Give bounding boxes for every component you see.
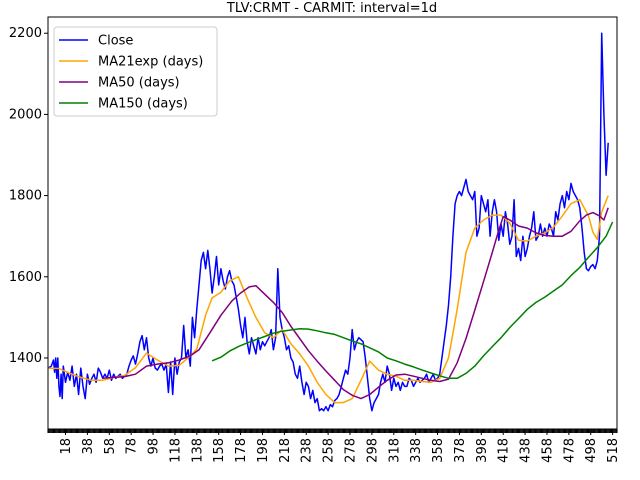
- plot-lines: [47, 32, 614, 412]
- x-tick-label: 338: [409, 438, 424, 463]
- legend-label-close: Close: [98, 34, 133, 49]
- x-tick-label: 418: [497, 438, 512, 463]
- legend-label-ma150-days: MA150 (days): [98, 97, 188, 112]
- y-tick-label: 2000: [9, 107, 42, 122]
- y-tick-label: 1400: [9, 351, 42, 366]
- x-tick-label: 498: [584, 438, 599, 463]
- x-tick-label: 478: [562, 438, 577, 463]
- x-tick-label: 198: [256, 438, 271, 463]
- x-tick-label: 138: [190, 438, 205, 463]
- legend: Close MA21exp (days) MA50 (days) MA150 (day…: [53, 26, 218, 117]
- chart-title: TLV:CRMT - CARMIT: interval=1d: [226, 1, 437, 16]
- x-tick-label: 258: [322, 438, 337, 463]
- x-tick-label: 278: [344, 438, 359, 463]
- x-tick-label: 358: [431, 438, 446, 463]
- x-tick-label: 318: [387, 438, 402, 463]
- x-tick-label: 78: [125, 438, 140, 455]
- x-tick-label: 238: [300, 438, 315, 463]
- x-tick-label: 18: [59, 438, 74, 455]
- legend-label-ma21exp-days: MA21exp (days): [98, 55, 203, 70]
- legend-label-ma50-days: MA50 (days): [98, 76, 180, 91]
- x-tick-label: 158: [212, 438, 227, 463]
- y-tick-label: 1800: [9, 189, 42, 204]
- x-tick-label: 378: [453, 438, 468, 463]
- x-tick-label: 118: [168, 438, 183, 463]
- x-tick-label: 298: [365, 438, 380, 463]
- x-tick-label: 38: [81, 438, 96, 455]
- x-tick-label: 438: [519, 438, 534, 463]
- x-tick-label: 458: [540, 438, 555, 463]
- x-axis: 18 38 58 78 98 118 138 158 178 198 218 238 258 278 298…: [47, 429, 621, 463]
- x-tick-label: 518: [606, 438, 621, 463]
- x-tick-label: 98: [147, 438, 162, 455]
- y-tick-label: 2200: [9, 26, 42, 41]
- x-tick-label: 178: [234, 438, 249, 463]
- x-tick-label: 398: [475, 438, 490, 463]
- legend-box: [53, 26, 218, 117]
- series-line-close: [47, 32, 609, 412]
- series-line-ma150-days: [211, 221, 614, 380]
- y-tick-label: 1600: [9, 270, 42, 285]
- series-line-ma50-days: [102, 207, 609, 400]
- x-tick-label: 58: [103, 438, 118, 455]
- x-tick-label: 218: [278, 438, 293, 463]
- y-axis: 1400 1600 1800 2000 2200: [9, 26, 48, 366]
